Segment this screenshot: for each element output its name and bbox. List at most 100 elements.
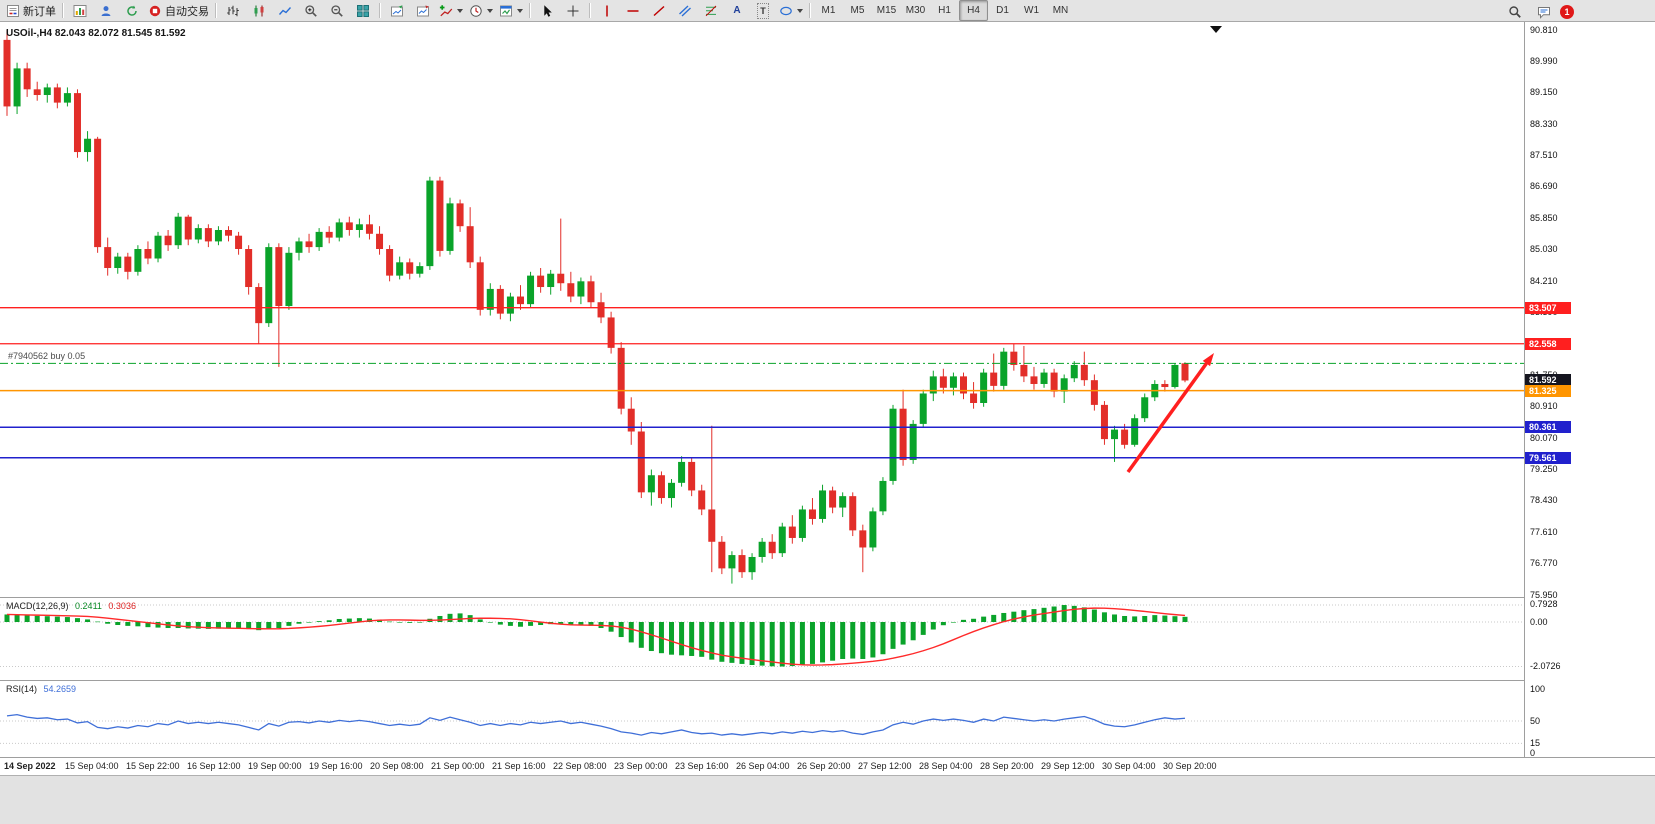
open-position-label: #7940562 buy 0.05 (8, 351, 86, 362)
timeframe-button-d1[interactable]: D1 (996, 5, 1009, 16)
time-label: 30 Sep 04:00 (1102, 761, 1156, 771)
macd-histogram (4, 605, 1188, 667)
price-axis[interactable]: 90.810 89.990 89.150 88.330 87.510 86.690 85.8… (1525, 22, 1655, 758)
timeframe-group: M1 M5 M15 M30 H1 H4 D1 W1 MN (814, 0, 1075, 21)
trend-arrow (1126, 353, 1214, 474)
toolbar-separator (529, 3, 531, 18)
time-label: 22 Sep 08:00 (553, 761, 607, 771)
macd-axis-tick: 0.7928 (1530, 599, 1558, 610)
auto-trading-icon (149, 5, 161, 16)
zoom-in-button[interactable] (298, 0, 324, 21)
periods-clock-icon (470, 4, 482, 17)
toolbar-separator (62, 3, 64, 18)
trendline-button[interactable] (646, 0, 672, 21)
toolbar: 新订单 自动交易 (0, 0, 1655, 22)
chevron-down-icon (797, 8, 803, 13)
text-label-button[interactable]: T (750, 0, 776, 21)
zoom-out-button[interactable] (324, 0, 350, 21)
timeframe-button-w1[interactable]: W1 (1024, 5, 1039, 16)
auto-trading-button[interactable]: 自动交易 (145, 0, 212, 21)
candlestick-chart-button[interactable] (246, 0, 272, 21)
rsi-value: 54.2659 (43, 684, 77, 694)
time-label: 28 Sep 20:00 (980, 761, 1034, 771)
tile-windows-button[interactable] (350, 0, 376, 21)
price-tick: 78.430 (1530, 495, 1558, 506)
toolbar-separator (215, 3, 217, 18)
time-axis[interactable]: 14 Sep 2022 15 Sep 04:00 15 Sep 22:00 16 Se… (0, 758, 1655, 775)
scroll-chart-icon (391, 4, 403, 16)
price-tick: 84.210 (1530, 275, 1558, 286)
text-button[interactable]: A (724, 0, 750, 21)
price-tick: 80.070 (1530, 432, 1558, 443)
toolbar-separator (809, 3, 811, 18)
rsi-axis-tick: 100 (1530, 683, 1546, 694)
time-label: 27 Sep 12:00 (858, 761, 912, 771)
price-badge: 80.361 (1525, 421, 1571, 434)
line-chart-button[interactable] (272, 0, 298, 21)
time-label: 23 Sep 16:00 (675, 761, 729, 771)
panel-divider[interactable] (0, 597, 1655, 598)
profile-button[interactable] (93, 0, 119, 21)
bar-chart-button[interactable] (220, 0, 246, 21)
scroll-chart-button[interactable] (384, 0, 410, 21)
price-tick: 79.250 (1530, 463, 1558, 474)
shapes-icon (780, 6, 792, 15)
refresh-button[interactable] (119, 0, 145, 21)
cursor-button[interactable] (534, 0, 560, 21)
time-label: 16 Sep 12:00 (187, 761, 241, 771)
indicators-icon (439, 4, 453, 16)
chevron-down-icon (457, 8, 463, 13)
rsi-panel[interactable] (0, 681, 1524, 757)
window-bottom-area (0, 775, 1655, 824)
channel-icon (679, 4, 691, 17)
periods-button[interactable] (466, 0, 496, 21)
macd-panel[interactable] (0, 598, 1524, 680)
templates-button[interactable] (496, 0, 526, 21)
chat-button[interactable] (1531, 1, 1557, 22)
price-badge: 81.592 (1525, 374, 1571, 387)
time-label: 30 Sep 20:00 (1163, 761, 1217, 771)
time-label: 21 Sep 16:00 (492, 761, 546, 771)
time-label: 21 Sep 00:00 (431, 761, 485, 771)
timeframe-button-m1[interactable]: M1 (821, 5, 836, 16)
price-tick: 89.990 (1530, 55, 1558, 66)
timeframe-button-m15[interactable]: M15 (876, 5, 897, 16)
timeframe-button-mn[interactable]: MN (1052, 5, 1069, 16)
panel-divider[interactable] (0, 680, 1655, 681)
market-watch-button[interactable] (67, 0, 93, 21)
fibonacci-icon (705, 5, 717, 16)
macd-name: MACD(12,26,9) (6, 601, 69, 611)
rsi-line (6, 713, 1186, 736)
horizontal-line-button[interactable] (620, 0, 646, 21)
timeframe-button-m5[interactable]: M5 (850, 5, 865, 16)
chart-shift-marker[interactable] (1210, 26, 1222, 33)
fibonacci-button[interactable] (698, 0, 724, 21)
timeframe-button-m30[interactable]: M30 (905, 5, 926, 16)
new-order-label: 新订单 (23, 5, 56, 18)
notification-badge[interactable]: 1 (1560, 4, 1574, 19)
tile-windows-icon (357, 4, 369, 17)
time-label: 14 Sep 2022 (4, 761, 56, 771)
indicators-button[interactable] (436, 0, 466, 21)
shapes-button[interactable] (776, 0, 806, 21)
time-label: 23 Sep 00:00 (614, 761, 668, 771)
timeframe-button-h4[interactable]: H4 (959, 0, 988, 21)
rsi-axis-tick: 15 (1530, 737, 1541, 748)
chart-shift-button[interactable] (410, 0, 436, 21)
cursor-arrow-icon (544, 4, 552, 17)
price-tick: 80.910 (1530, 401, 1558, 412)
channel-button[interactable] (672, 0, 698, 21)
chat-icon (1538, 6, 1550, 19)
search-button[interactable] (1502, 1, 1528, 22)
timeframe-button-h1[interactable]: H1 (938, 5, 951, 16)
zoom-in-icon (305, 4, 317, 17)
rsi-name: RSI(14) (6, 684, 38, 694)
rsi-axis-tick: 0 (1530, 747, 1536, 758)
time-label: 15 Sep 04:00 (65, 761, 119, 771)
vertical-line-button[interactable] (594, 0, 620, 21)
main-price-chart[interactable] (0, 22, 1524, 597)
new-order-button[interactable]: 新订单 (3, 0, 59, 21)
price-tick: 85.850 (1530, 212, 1558, 223)
crosshair-icon (567, 5, 579, 16)
crosshair-button[interactable] (560, 0, 586, 21)
